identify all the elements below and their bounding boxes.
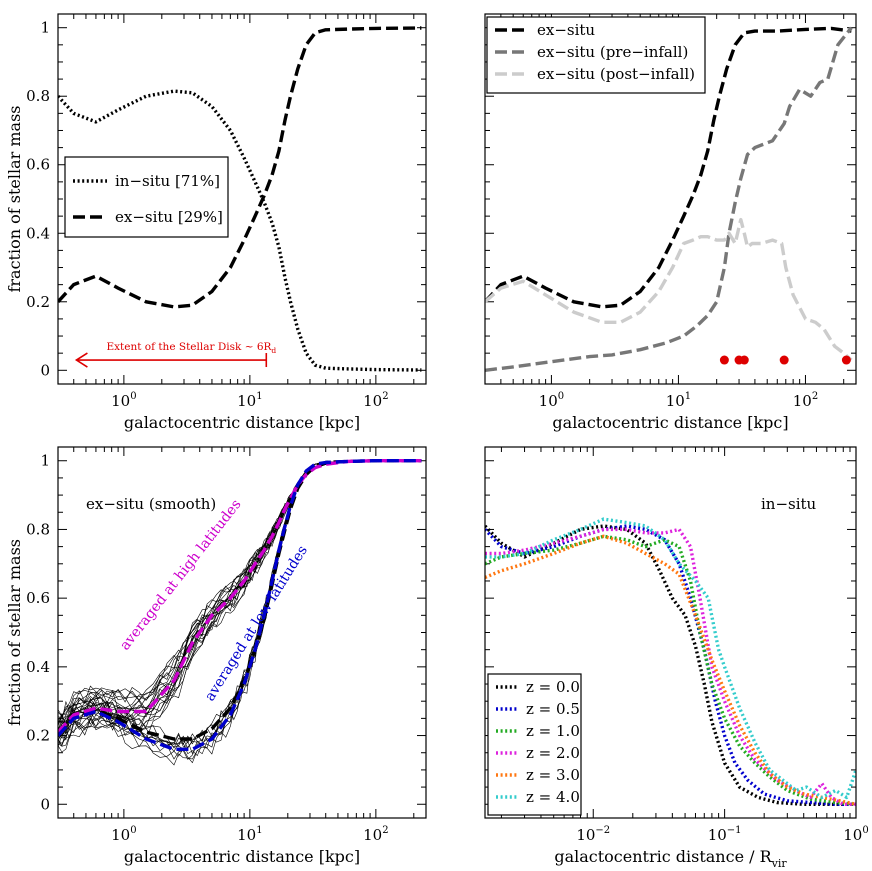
y-tick-label: 0.6 bbox=[26, 156, 50, 174]
panel-bottom-left: 100 101 102 0 0.2 0.4 0.6 0.8 1 galactocentric di… bbox=[5, 446, 427, 866]
y-tick-label: 0.8 bbox=[26, 520, 50, 538]
legend-entry: ex−situ (post−infall) bbox=[537, 65, 695, 83]
legend: in−situ [71%] ex−situ [29%] bbox=[64, 156, 229, 238]
legend-entry: in−situ [71%] bbox=[115, 172, 220, 190]
x-tick-label: 100 bbox=[539, 391, 564, 410]
y-tick-label: 0 bbox=[40, 795, 50, 813]
panel-top-left: 100 101 102 0 0.2 0.4 0.6 0.8 1 galactocentric di… bbox=[5, 13, 427, 432]
y-axis-label: fraction of stellar mass bbox=[5, 105, 24, 292]
y-tick-label: 0.2 bbox=[26, 293, 50, 311]
plot-frame bbox=[57, 446, 427, 819]
x-tick-label: 10−1 bbox=[708, 825, 742, 844]
red-marker bbox=[779, 355, 789, 365]
series-averaged-at-low-latitudes bbox=[58, 459, 422, 751]
plot-area bbox=[485, 517, 856, 806]
x-tick-label: 100 bbox=[843, 825, 868, 844]
x-tick-label: 10−2 bbox=[576, 825, 610, 844]
plot-area bbox=[58, 26, 422, 372]
series-z-0-5 bbox=[485, 524, 856, 806]
y-tick-label: 0.4 bbox=[26, 658, 50, 676]
x-tick-label: 102 bbox=[363, 391, 388, 410]
series-ex-situ-29- bbox=[58, 26, 422, 309]
panel-top-right: 100 101 102 galactocentric distance [kpc] ex… bbox=[484, 13, 857, 432]
panel-bottom-right: 10−2 10−1 100 galactocentric distance / Rvi… bbox=[484, 446, 869, 870]
series-averaged-at-high-latitudes bbox=[58, 459, 422, 734]
panel-label: ex−situ (smooth) bbox=[86, 495, 216, 513]
legend: z = 0.0 z = 0.5 z = 1.0 z = 2.0 z = 3.0 z = 4… bbox=[487, 673, 582, 816]
plot-area bbox=[485, 26, 853, 372]
y-tick-label: 0 bbox=[40, 361, 50, 379]
high-latitude-label: averaged at high latitudes bbox=[117, 497, 244, 654]
y-tick-label: 0.6 bbox=[26, 589, 50, 607]
x-tick-label: 101 bbox=[237, 391, 262, 410]
disk-extent-label: Extent of the Stellar Disk ~ 6Rd bbox=[106, 341, 276, 355]
y-tick-label: 1 bbox=[40, 452, 50, 470]
x-tick-label: 102 bbox=[363, 825, 388, 844]
legend-box bbox=[487, 673, 582, 816]
plot-frame bbox=[484, 446, 857, 819]
series-ex-situ-post-infall- bbox=[485, 217, 853, 362]
x-tick-label: 101 bbox=[237, 825, 262, 844]
x-tick-label: 101 bbox=[666, 391, 691, 410]
series-z-4-0 bbox=[485, 517, 856, 800]
x-axis-label: galactocentric distance [kpc] bbox=[124, 413, 360, 432]
x-axis-label: galactocentric distance / Rvir bbox=[554, 847, 787, 870]
legend-entry: z = 1.0 bbox=[526, 722, 580, 740]
legend-entry: z = 0.0 bbox=[526, 678, 580, 696]
x-tick-label: 100 bbox=[111, 391, 136, 410]
y-tick-label: 1 bbox=[40, 19, 50, 37]
series-ex-situ-pre-infall- bbox=[485, 26, 853, 372]
panel-label: in−situ bbox=[761, 495, 817, 513]
red-marker bbox=[719, 355, 729, 365]
series-z-1-0 bbox=[485, 534, 856, 806]
x-axis-label: galactocentric distance [kpc] bbox=[124, 847, 360, 866]
series-in-situ-71- bbox=[58, 89, 422, 372]
legend-entry: ex−situ [29%] bbox=[115, 208, 223, 226]
y-tick-label: 0.4 bbox=[26, 224, 50, 242]
legend-entry: z = 3.0 bbox=[526, 766, 580, 784]
y-axis-label: fraction of stellar mass bbox=[5, 539, 24, 726]
legend-entry: z = 2.0 bbox=[526, 744, 580, 762]
x-axis-label: galactocentric distance [kpc] bbox=[552, 413, 788, 432]
legend-entry: ex−situ (pre−infall) bbox=[537, 43, 688, 61]
plot-frame bbox=[57, 13, 427, 385]
legend-entry: z = 0.5 bbox=[526, 700, 580, 718]
arrow-head bbox=[74, 352, 88, 368]
series-ex-situ bbox=[485, 26, 852, 309]
y-tick-label: 0.2 bbox=[26, 727, 50, 745]
legend: ex−situ ex−situ (pre−infall) ex−situ (post… bbox=[486, 16, 706, 94]
y-tick-label: 0.8 bbox=[26, 87, 50, 105]
legend-box bbox=[64, 156, 229, 238]
red-marker bbox=[739, 355, 749, 365]
legend-entry: ex−situ bbox=[537, 21, 595, 39]
red-marker bbox=[841, 355, 851, 365]
series-z-0-0 bbox=[485, 524, 856, 806]
x-tick-label: 102 bbox=[793, 391, 818, 410]
plot-area bbox=[58, 459, 422, 766]
plot-frame bbox=[484, 13, 857, 385]
x-tick-label: 100 bbox=[111, 825, 136, 844]
legend-entry: z = 4.0 bbox=[526, 788, 580, 806]
